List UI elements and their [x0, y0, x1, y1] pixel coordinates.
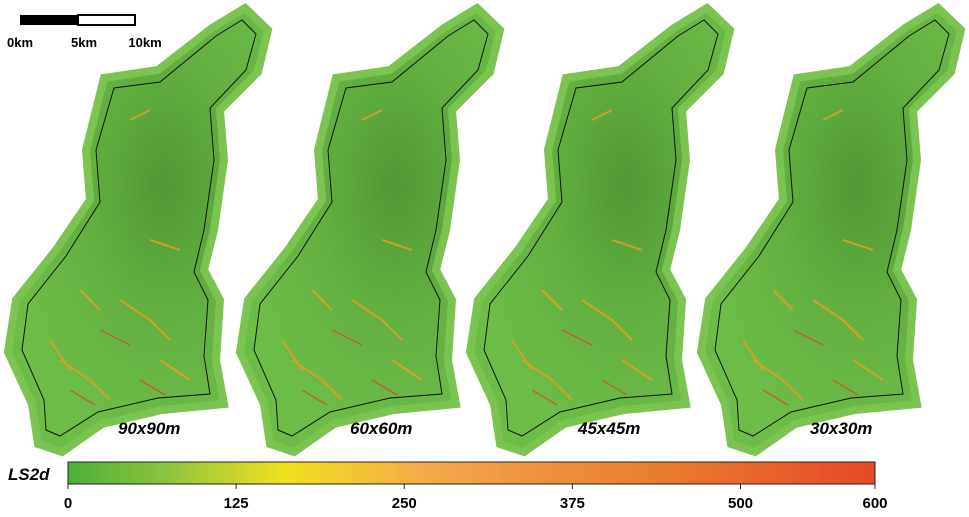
tick-label: 375: [560, 495, 585, 512]
panel-label: 90x90m: [118, 419, 180, 438]
basin-map: [701, 8, 961, 452]
tick-label: 250: [392, 495, 417, 512]
tick-label: 600: [862, 495, 887, 512]
figure: 0km 5km 10km 90x90m 60x60m 45x45m 30x30m…: [0, 0, 969, 517]
tick-label: 500: [728, 495, 753, 512]
tick-label: 0: [64, 495, 72, 512]
basin-map: [8, 8, 268, 452]
basin-map: [240, 8, 500, 452]
scale-label: 10km: [128, 35, 161, 50]
scale-label: 5km: [71, 35, 97, 50]
scale-bar: 0km 5km 10km: [7, 15, 162, 50]
panel-label: 30x30m: [810, 419, 872, 438]
basin-map: [470, 8, 730, 452]
panel-label: 45x45m: [577, 419, 640, 438]
color-bar: [68, 462, 875, 484]
scale-label: 0km: [7, 35, 33, 50]
panel-label: 60x60m: [350, 419, 412, 438]
tick-label: 125: [224, 495, 249, 512]
legend-title: LS2d: [8, 465, 50, 484]
